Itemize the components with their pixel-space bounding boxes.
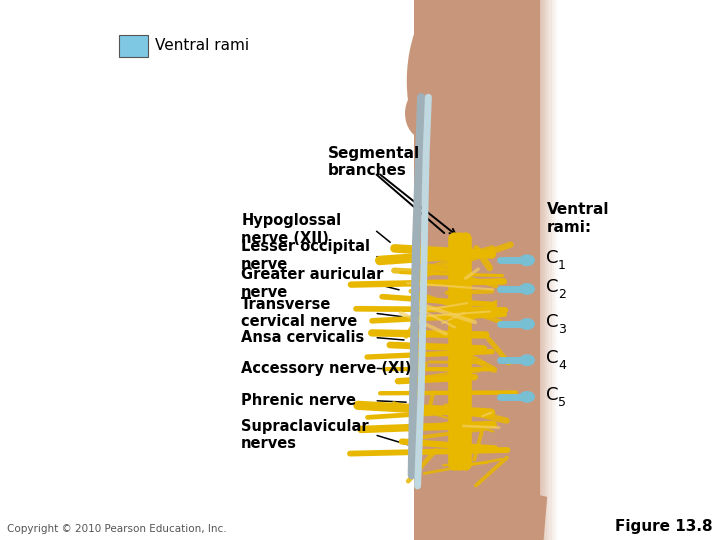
Text: 5: 5 bbox=[558, 396, 566, 409]
Text: Figure 13.8: Figure 13.8 bbox=[615, 518, 713, 534]
Ellipse shape bbox=[519, 254, 535, 266]
Polygon shape bbox=[414, 475, 547, 540]
Text: 2: 2 bbox=[558, 288, 566, 301]
Text: 1: 1 bbox=[558, 259, 566, 272]
Text: Greater auricular
nerve: Greater auricular nerve bbox=[241, 267, 384, 300]
Ellipse shape bbox=[519, 283, 535, 295]
Text: Segmental
branches: Segmental branches bbox=[328, 146, 420, 178]
Bar bbox=[528, 0, 530, 540]
Text: Ventral rami: Ventral rami bbox=[155, 38, 249, 53]
Bar bbox=[549, 0, 552, 540]
Text: Transverse
cervical nerve: Transverse cervical nerve bbox=[241, 297, 357, 329]
Bar bbox=[543, 0, 545, 540]
Bar bbox=[556, 0, 558, 540]
Text: Ventral
rami:: Ventral rami: bbox=[547, 202, 610, 235]
Bar bbox=[545, 0, 547, 540]
Text: Lesser occipital
nerve: Lesser occipital nerve bbox=[241, 239, 370, 272]
Text: Ansa cervicalis: Ansa cervicalis bbox=[241, 330, 364, 345]
Bar bbox=[541, 0, 543, 540]
Text: Copyright © 2010 Pearson Education, Inc.: Copyright © 2010 Pearson Education, Inc. bbox=[7, 523, 227, 534]
Text: 4: 4 bbox=[558, 359, 566, 372]
Bar bbox=[414, 0, 540, 540]
Text: C: C bbox=[546, 278, 558, 296]
Ellipse shape bbox=[405, 87, 444, 139]
Text: 3: 3 bbox=[558, 323, 566, 336]
Bar bbox=[552, 0, 554, 540]
Text: Hypoglossal
nerve (XII): Hypoglossal nerve (XII) bbox=[241, 213, 341, 246]
Ellipse shape bbox=[519, 391, 535, 403]
Bar bbox=[526, 0, 528, 540]
Text: C: C bbox=[546, 249, 558, 267]
Bar bbox=[547, 0, 549, 540]
Bar bbox=[119, 35, 148, 57]
Ellipse shape bbox=[519, 354, 535, 366]
Text: Accessory nerve (XI): Accessory nerve (XI) bbox=[241, 361, 412, 376]
Bar bbox=[539, 0, 541, 540]
Ellipse shape bbox=[407, 0, 536, 184]
Text: C: C bbox=[546, 349, 558, 367]
Bar bbox=[534, 0, 536, 540]
Bar bbox=[554, 0, 556, 540]
Bar bbox=[532, 0, 534, 540]
Bar bbox=[530, 0, 532, 540]
Text: Phrenic nerve: Phrenic nerve bbox=[241, 393, 356, 408]
Text: C: C bbox=[546, 313, 558, 331]
Bar bbox=[536, 0, 539, 540]
Ellipse shape bbox=[519, 318, 535, 330]
Text: Supraclavicular
nerves: Supraclavicular nerves bbox=[241, 418, 369, 451]
Text: C: C bbox=[546, 386, 558, 404]
